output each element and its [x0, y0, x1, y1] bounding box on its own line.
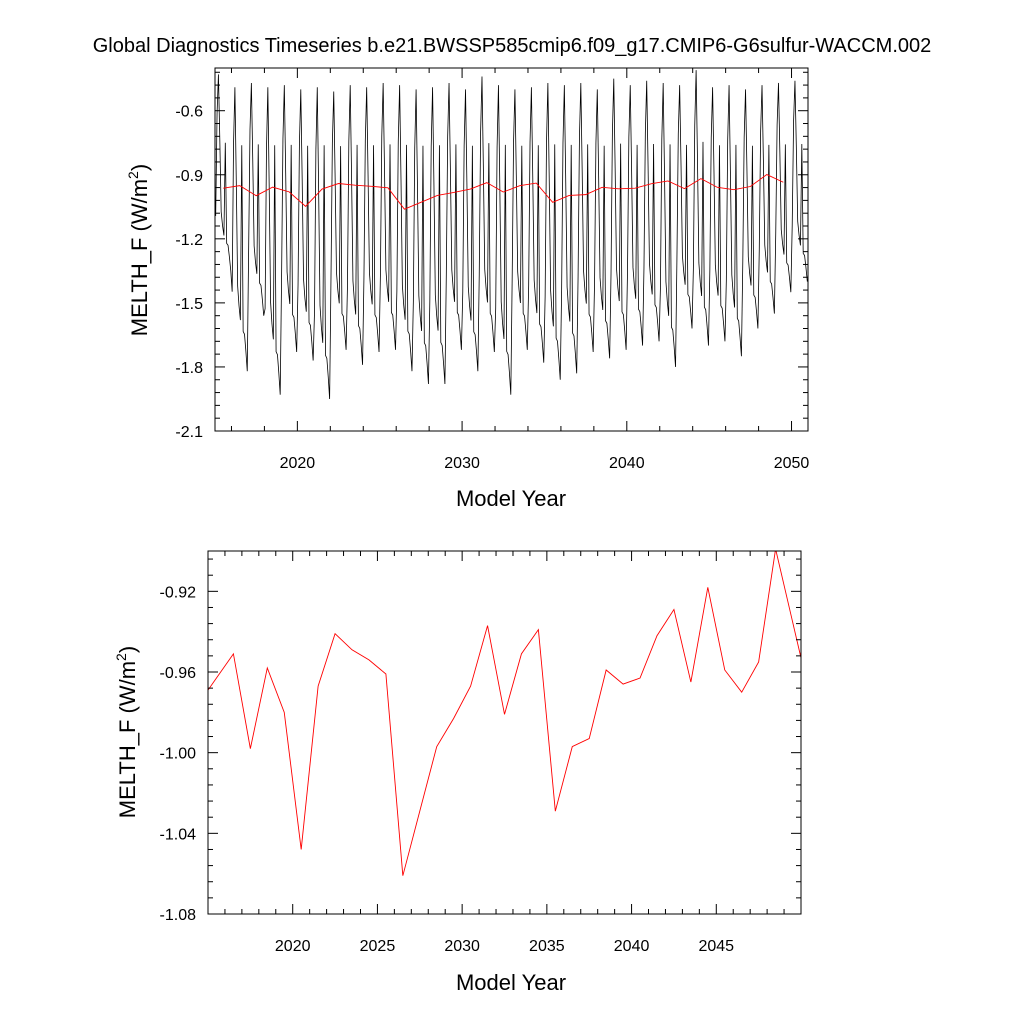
top-x-tick-label: 2020 [280, 455, 316, 472]
bottom-x-axis-title: Model Year [456, 970, 566, 995]
bottom-plot-frame [207, 550, 802, 915]
bottom-y-tick-label: -1.04 [160, 826, 197, 843]
bottom-y-tick-label: -1.08 [160, 907, 197, 924]
bottom-y-tick-label: -0.92 [160, 584, 197, 601]
top-y-tick-label: -0.6 [175, 104, 203, 121]
bottom-x-tick-label: 2035 [529, 938, 565, 955]
chart-title: Global Diagnostics Timeseries b.e21.BWSS… [93, 35, 932, 57]
bottom-annual-mean-line [208, 551, 801, 876]
top-x-tick-label: 2030 [444, 455, 480, 472]
top-axis-ticks: 2020 2030 2040 2050 -2.1 -1.8 -1.5 -1.2 -0.9 -0.6 [175, 68, 809, 472]
bottom-x-tick-label: 2040 [614, 938, 650, 955]
top-monthly-series-line [215, 70, 808, 399]
top-y-axis-title-close: ) [127, 164, 152, 171]
top-x-tick-label: 2040 [609, 455, 645, 472]
top-y-axis-title-main: MELTH_F (W/m [127, 179, 152, 336]
top-x-axis-title: Model Year [456, 486, 566, 511]
top-x-tick-label: 2050 [774, 455, 810, 472]
bottom-y-axis-title: MELTH_F (W/m2) [113, 646, 140, 818]
top-plot-frame [214, 67, 809, 432]
bottom-x-tick-label: 2045 [698, 938, 734, 955]
top-y-tick-label: -1.8 [175, 360, 203, 377]
bottom-data-layer [208, 551, 801, 876]
bottom-x-tick-label: 2020 [275, 938, 311, 955]
top-y-axis-title-exponent: 2 [125, 171, 141, 179]
bottom-x-tick-label: 2025 [360, 938, 396, 955]
bottom-x-tick-label: 2030 [444, 938, 480, 955]
bottom-panel-annual-mean: 2020 2025 2030 2035 2040 2045 -1.08 -1.04 -1.00 -… [113, 550, 802, 995]
top-y-tick-label: -1.5 [175, 296, 203, 313]
bottom-axis-ticks: 2020 2025 2030 2035 2040 2045 -1.08 -1.04 -1.00 -… [160, 551, 802, 955]
bottom-y-axis-title-main: MELTH_F (W/m [115, 661, 140, 818]
top-panel-timeseries: 2020 2030 2040 2050 -2.1 -1.8 -1.5 -1.2 -0.9 -0.6… [125, 67, 809, 511]
top-y-tick-label: -1.2 [175, 232, 203, 249]
top-data-layer [215, 70, 808, 399]
bottom-y-tick-label: -0.96 [160, 665, 197, 682]
bottom-y-axis-title-close: ) [115, 646, 140, 653]
top-y-tick-label: -0.9 [175, 168, 203, 185]
top-y-axis-title: MELTH_F (W/m2) [125, 164, 152, 336]
bottom-y-axis-title-exponent: 2 [113, 653, 129, 661]
top-y-tick-label: -2.1 [175, 424, 203, 441]
top-annual-mean-line [223, 174, 784, 210]
bottom-y-tick-label: -1.00 [160, 746, 197, 763]
